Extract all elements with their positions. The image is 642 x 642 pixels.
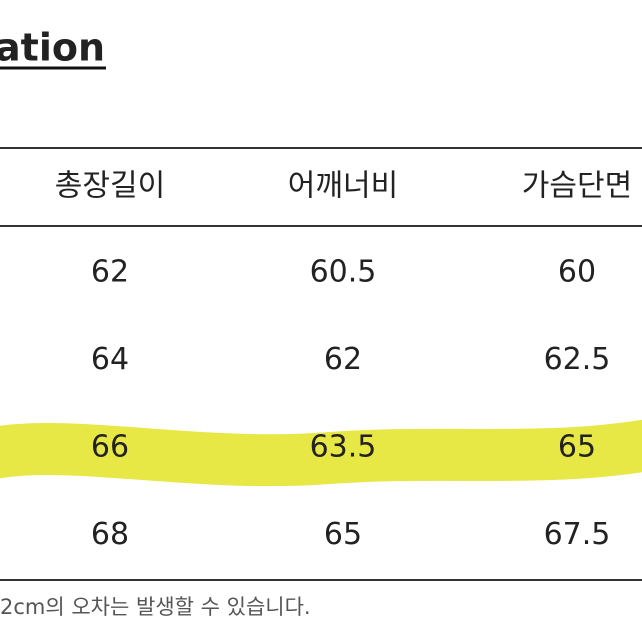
- table-cell: 65: [324, 517, 362, 552]
- highlighter-stroke: [0, 420, 642, 487]
- section-title: nation: [0, 26, 105, 70]
- table-cell: 66: [91, 430, 129, 465]
- table-cell: 62: [324, 342, 362, 377]
- column-header: 총장길이: [55, 169, 165, 204]
- column-header: 가슴단면: [522, 169, 632, 204]
- footer-note: 2cm의 오차는 발생할 수 있습니다.: [0, 595, 311, 619]
- table-cell: 64: [91, 342, 129, 377]
- table-cell: 60: [558, 255, 596, 290]
- table-cell: 63.5: [310, 430, 377, 465]
- table-cell: 62: [91, 255, 129, 290]
- table-cell: 65: [558, 430, 596, 465]
- column-header: 어깨너비: [288, 169, 398, 204]
- table-cell: 60.5: [310, 255, 377, 290]
- table-cell: 68: [91, 517, 129, 552]
- table-cell: 62.5: [544, 342, 611, 377]
- table-cell: 67.5: [544, 517, 611, 552]
